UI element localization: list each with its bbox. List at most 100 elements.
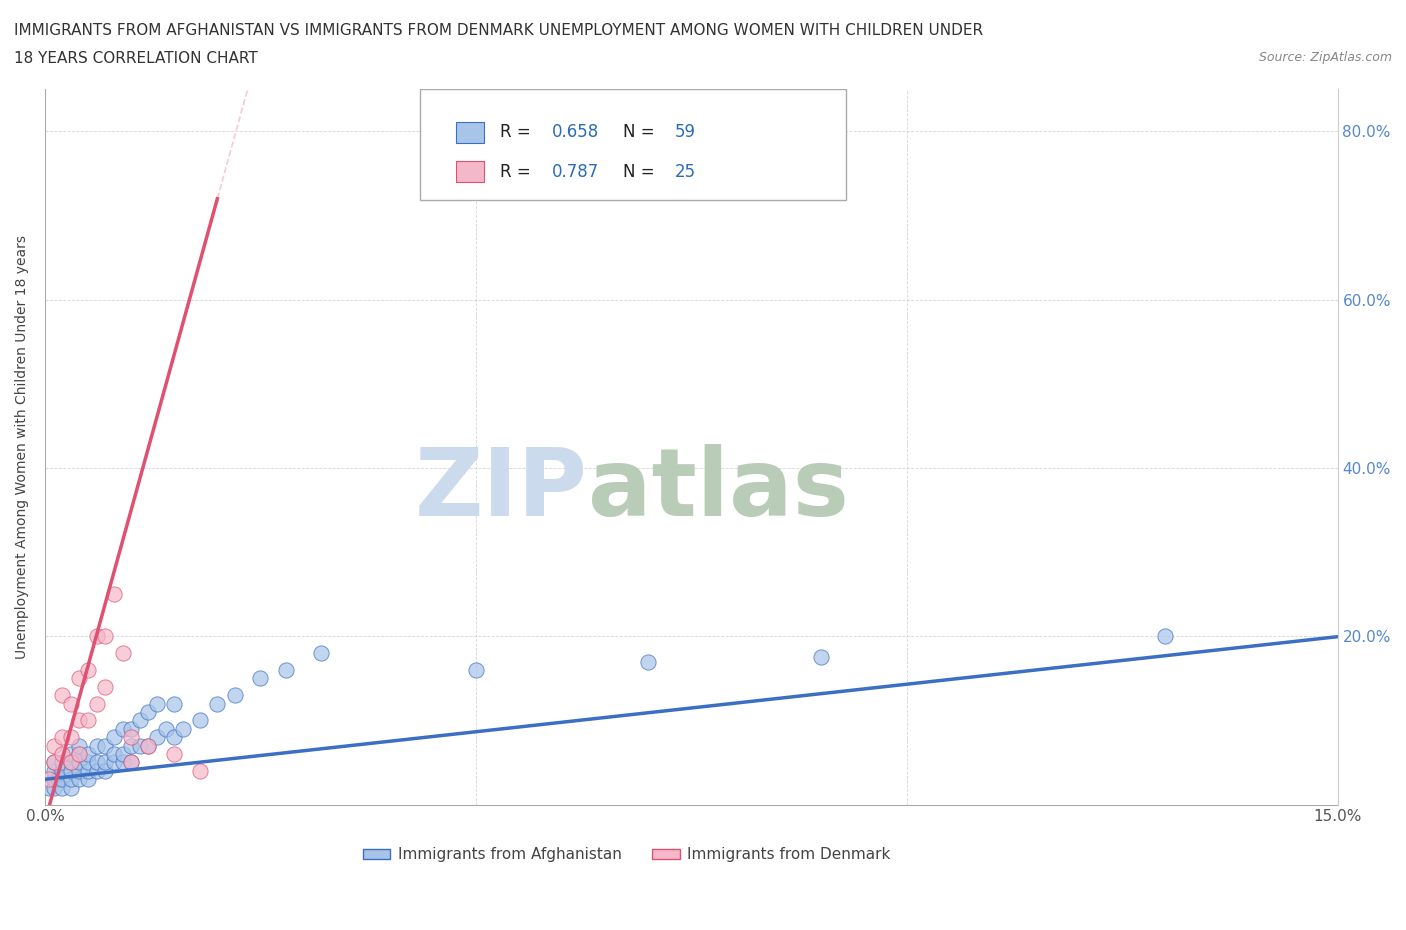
Point: [42, 772, 65, 787]
Point: [69, 671, 91, 685]
Point: [810, 650, 832, 665]
Point: [94, 738, 117, 753]
Point: [51, 687, 73, 702]
Point: [51, 772, 73, 787]
Point: [120, 755, 142, 770]
Point: [172, 722, 194, 737]
Point: [38, 772, 60, 787]
Point: [59, 697, 82, 711]
Point: [111, 747, 134, 762]
Point: [188, 713, 211, 728]
Point: [77, 662, 100, 677]
Point: [59, 772, 82, 787]
Text: 59: 59: [675, 124, 696, 141]
Point: [111, 755, 134, 770]
Point: [69, 747, 91, 762]
Text: N =: N =: [623, 124, 659, 141]
Point: [103, 730, 125, 745]
Text: atlas: atlas: [588, 444, 849, 536]
Point: [138, 738, 160, 753]
Point: [51, 730, 73, 745]
Point: [94, 755, 117, 770]
Point: [1154, 629, 1177, 644]
Point: [69, 747, 91, 762]
Point: [59, 764, 82, 778]
Y-axis label: Unemployment Among Women with Children Under 18 years: Unemployment Among Women with Children U…: [15, 235, 30, 659]
Point: [103, 755, 125, 770]
Point: [163, 747, 186, 762]
Point: [77, 747, 100, 762]
Text: R =: R =: [501, 163, 536, 180]
Point: [138, 738, 160, 753]
Point: [51, 764, 73, 778]
Point: [46, 772, 69, 787]
Text: ZIP: ZIP: [415, 444, 588, 536]
Point: [188, 764, 211, 778]
Point: [86, 755, 108, 770]
Point: [103, 747, 125, 762]
Point: [111, 722, 134, 737]
Text: 0.658: 0.658: [551, 124, 599, 141]
Point: [120, 738, 142, 753]
Point: [86, 764, 108, 778]
Point: [59, 780, 82, 795]
Point: [42, 755, 65, 770]
Point: [86, 738, 108, 753]
Point: [111, 645, 134, 660]
Point: [224, 687, 246, 702]
Point: [42, 764, 65, 778]
FancyBboxPatch shape: [456, 122, 485, 143]
Point: [42, 755, 65, 770]
Point: [38, 780, 60, 795]
Point: [77, 755, 100, 770]
FancyBboxPatch shape: [456, 161, 485, 182]
Point: [86, 629, 108, 644]
Legend: Immigrants from Afghanistan, Immigrants from Denmark: Immigrants from Afghanistan, Immigrants …: [357, 841, 897, 869]
Point: [59, 755, 82, 770]
Point: [249, 671, 271, 685]
Point: [42, 780, 65, 795]
Text: N =: N =: [623, 163, 659, 180]
Point: [128, 738, 150, 753]
Point: [276, 662, 298, 677]
Point: [69, 713, 91, 728]
Point: [51, 747, 73, 762]
Text: Source: ZipAtlas.com: Source: ZipAtlas.com: [1258, 51, 1392, 64]
Point: [94, 679, 117, 694]
Point: [120, 722, 142, 737]
Point: [464, 662, 486, 677]
Point: [120, 755, 142, 770]
Point: [42, 738, 65, 753]
Point: [128, 713, 150, 728]
Point: [309, 645, 332, 660]
Point: [146, 697, 169, 711]
Point: [120, 730, 142, 745]
Point: [207, 697, 229, 711]
Point: [69, 772, 91, 787]
Point: [77, 713, 100, 728]
Text: R =: R =: [501, 124, 536, 141]
Point: [138, 705, 160, 720]
Point: [77, 772, 100, 787]
Point: [59, 755, 82, 770]
Point: [77, 764, 100, 778]
Point: [146, 730, 169, 745]
Point: [163, 730, 186, 745]
Point: [69, 738, 91, 753]
Point: [51, 780, 73, 795]
Text: IMMIGRANTS FROM AFGHANISTAN VS IMMIGRANTS FROM DENMARK UNEMPLOYMENT AMONG WOMEN : IMMIGRANTS FROM AFGHANISTAN VS IMMIGRANT…: [14, 23, 983, 38]
Point: [94, 629, 117, 644]
Point: [94, 764, 117, 778]
Point: [637, 654, 659, 669]
Point: [59, 747, 82, 762]
Point: [103, 587, 125, 602]
Text: 25: 25: [675, 163, 696, 180]
Text: 0.787: 0.787: [551, 163, 599, 180]
Point: [69, 764, 91, 778]
Point: [51, 755, 73, 770]
Point: [86, 697, 108, 711]
Point: [155, 722, 177, 737]
Point: [69, 755, 91, 770]
FancyBboxPatch shape: [420, 89, 846, 200]
Point: [163, 697, 186, 711]
